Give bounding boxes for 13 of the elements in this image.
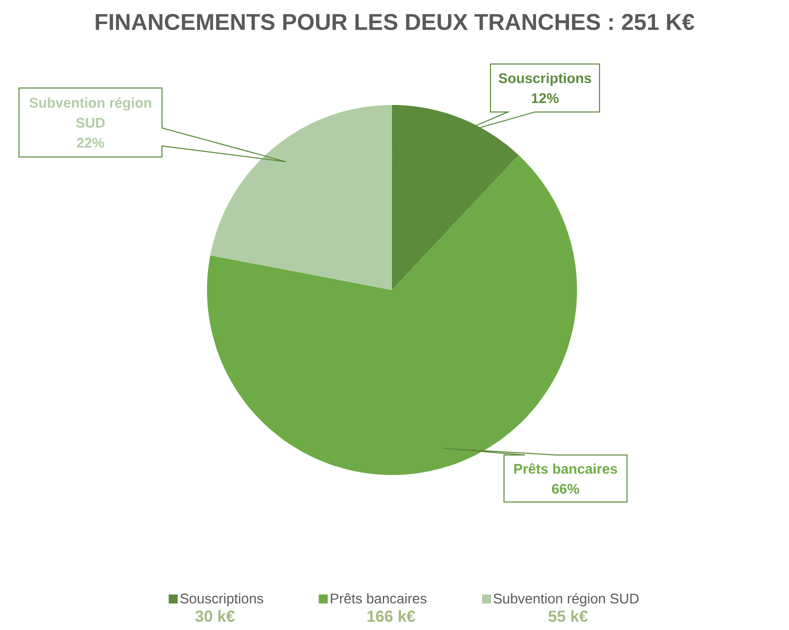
legend-label: Prêts bancaires [330,593,426,604]
chart-title: FINANCEMENTS POUR LES DEUX TRANCHES : 251 K€ [96,14,694,30]
data-label: 22% [76,138,104,148]
text: 30 k€ [195,610,235,622]
legend-label: Souscriptions [180,593,264,606]
slice-label: Subvention région SUD [29,97,152,128]
text: 166 k€ [368,610,416,622]
slice-label: Souscriptions [498,72,592,86]
text: 55 k€ [548,610,588,622]
data-label: 12% [532,93,559,104]
legend-label: Subvention région SUD [494,593,639,606]
slice-label: Prêts bancaires [514,463,618,474]
data-label: 66% [552,484,580,494]
